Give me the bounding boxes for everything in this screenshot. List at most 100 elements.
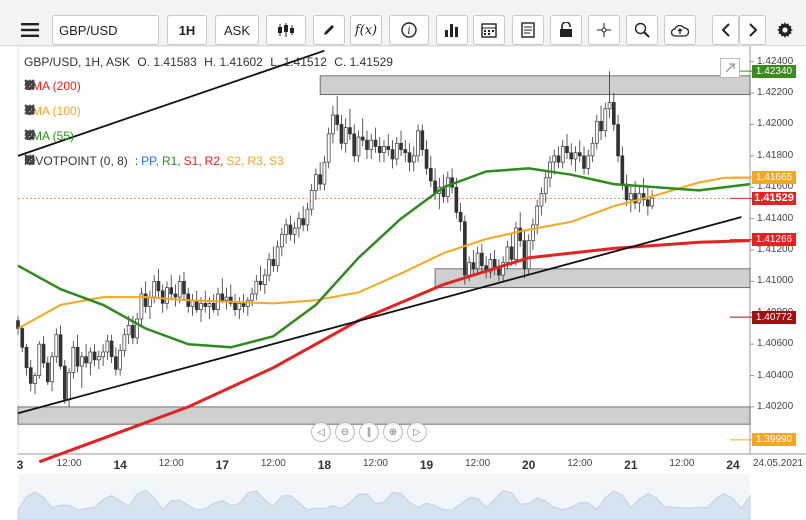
- candle: [377, 146, 382, 154]
- price-tag: 1.42340: [752, 64, 796, 78]
- crosshair-icon[interactable]: [588, 15, 620, 45]
- fx-icon[interactable]: f(x): [350, 15, 382, 45]
- x-tick-label: 12:00: [56, 458, 82, 469]
- bar-chart-icon[interactable]: [436, 15, 468, 45]
- pivot-r2: R2,: [204, 154, 224, 168]
- candle: [348, 127, 352, 135]
- candle: [20, 328, 25, 348]
- candle: [590, 142, 595, 157]
- candle: [620, 155, 625, 185]
- chevron-left-icon[interactable]: ◁: [311, 422, 331, 442]
- candle: [428, 168, 433, 182]
- candle: [211, 303, 216, 310]
- candle: [318, 174, 322, 185]
- y-tick-label: 1.42200: [757, 87, 794, 99]
- lock-icon[interactable]: [550, 15, 582, 45]
- candle: [416, 130, 420, 157]
- candle: [629, 193, 633, 201]
- toolbar: GBP/USD 1H ASK f(x) i: [0, 0, 806, 46]
- x-tick-label: 12:00: [260, 458, 286, 469]
- gear-icon[interactable]: [770, 15, 800, 45]
- y-tick-label: 1.41200: [757, 244, 794, 255]
- candle: [399, 142, 403, 150]
- x-tick-label: 12:00: [465, 458, 491, 469]
- price-chart[interactable]: [0, 46, 806, 520]
- hamburger-icon[interactable]: [14, 15, 46, 45]
- cloud-upload-icon[interactable]: [664, 15, 696, 45]
- candle: [126, 324, 131, 336]
- candle: [80, 356, 84, 367]
- candle: [233, 303, 237, 310]
- chevron-left-icon[interactable]: [712, 15, 739, 45]
- candle: [454, 186, 459, 213]
- price-type-button[interactable]: ASK: [215, 15, 259, 45]
- x-tick-label: 14: [113, 458, 127, 472]
- candle: [518, 227, 523, 241]
- open-value: O. 1.41583: [137, 55, 197, 69]
- candles-icon[interactable]: [266, 15, 306, 45]
- y-tick-label: 1.41000: [757, 275, 794, 287]
- document-icon[interactable]: [512, 15, 544, 45]
- chevron-right-icon[interactable]: ▷: [407, 422, 427, 442]
- y-tick-label: 1.40200: [757, 400, 794, 412]
- chart-area[interactable]: GBP/USD, 1H, ASK O. 1.41583 H. 1.41602 L…: [0, 46, 806, 520]
- y-tick-label: 1.42400: [757, 55, 794, 67]
- info-icon[interactable]: i: [389, 15, 429, 45]
- candle: [62, 365, 67, 400]
- candle: [45, 362, 50, 383]
- sma-line-100: [17, 176, 750, 330]
- pencil-icon[interactable]: [313, 15, 345, 45]
- zoom-in-icon[interactable]: ⊕: [383, 422, 403, 442]
- chevron-right-icon[interactable]: [739, 15, 766, 45]
- zoom-out-icon[interactable]: ⊖: [335, 422, 355, 442]
- candle: [505, 246, 510, 263]
- candle: [135, 318, 139, 339]
- zoom-icon[interactable]: [626, 15, 658, 45]
- candle: [169, 287, 174, 295]
- candle: [373, 139, 378, 147]
- legend-sma-55: SMA (55): [24, 129, 102, 143]
- timeframe-label: 1H: [178, 22, 196, 38]
- candle: [143, 293, 148, 307]
- candle: [254, 281, 259, 295]
- timeframe-button[interactable]: 1H: [167, 15, 207, 45]
- candle: [84, 356, 88, 364]
- candle: [199, 303, 203, 310]
- high-value: H. 1.41602: [204, 55, 263, 69]
- candle: [152, 281, 157, 298]
- instrument-label: GBP/USD, 1H, ASK: [24, 55, 131, 69]
- candle: [569, 152, 574, 160]
- pivot-r1: R1,: [161, 154, 181, 168]
- candle: [258, 281, 263, 285]
- pause-icon[interactable]: ∥: [359, 422, 379, 442]
- close-value: C. 1.41529: [334, 55, 393, 69]
- candle: [552, 155, 557, 163]
- pivot-s2: S2,: [226, 154, 245, 168]
- symbol-selector[interactable]: GBP/USD: [52, 15, 159, 45]
- candle: [105, 340, 110, 353]
- candle: [339, 124, 344, 144]
- price-tag: 1.41266: [752, 233, 796, 247]
- candle: [88, 351, 93, 364]
- candle: [173, 293, 178, 298]
- sma-200-label: SMA (200): [24, 79, 81, 93]
- expand-icon[interactable]: [720, 58, 740, 78]
- candle: [207, 303, 212, 307]
- candle: [463, 221, 467, 276]
- candle: [573, 152, 578, 160]
- zone-2: [17, 406, 751, 425]
- sma-100-label: SMA (100): [24, 104, 81, 118]
- pivot-label: PIVOTPOINT (0, 8): [24, 154, 128, 168]
- pivot-pp: PP,: [141, 154, 159, 168]
- candle: [586, 155, 591, 169]
- plot-frame: [17, 46, 751, 455]
- price-type-label: ASK: [223, 22, 250, 38]
- candle: [599, 120, 603, 132]
- candle: [71, 346, 76, 373]
- calendar-icon[interactable]: [473, 15, 505, 45]
- candle: [67, 372, 71, 400]
- candle: [118, 350, 122, 370]
- ohlc-header: GBP/USD, 1H, ASK O. 1.41583 H. 1.41602 L…: [24, 55, 397, 69]
- price-tag: 1.39990: [752, 433, 796, 447]
- legend-sma-200: SMA (200): [24, 79, 97, 93]
